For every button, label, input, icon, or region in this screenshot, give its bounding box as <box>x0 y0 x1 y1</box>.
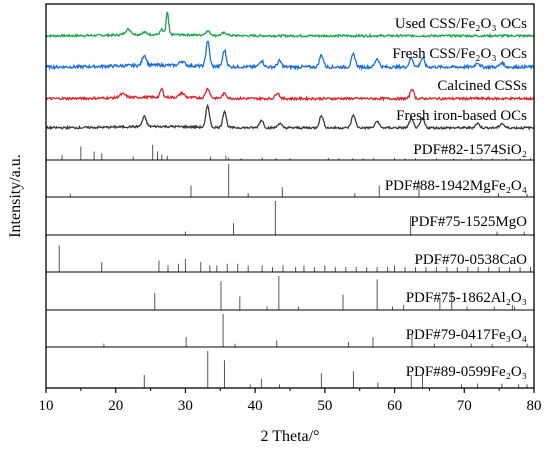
reference-label-5: PDF#75-1862Al₂O₃ <box>406 290 527 306</box>
x-tick-label-6: 60 <box>387 398 402 414</box>
plot-frame <box>45 3 535 389</box>
reference-label-2: PDF#88-1942MgFe₂O₄ <box>385 178 527 194</box>
x-tick-label-4: 40 <box>248 398 263 414</box>
y-axis-label: Intensity/a.u. <box>7 154 24 238</box>
reference-label-1: PDF#82-1574SiO₂ <box>413 142 527 158</box>
reference-label-6: PDF#79-0417Fe₃O₄ <box>406 327 527 343</box>
x-tick-label-3: 30 <box>178 398 193 414</box>
series-label-1: Used CSS/Fe₂O₃ OCs <box>395 16 527 32</box>
x-axis: 10 20 30 40 50 60 70 80 <box>39 388 542 414</box>
x-tick-label-1: 10 <box>39 398 54 414</box>
series-line-4 <box>45 103 535 131</box>
xrd-pattern-series: Used CSS/Fe₂O₃ OCs Fresh CSS/Fe₂O₃ OCs Cal… <box>45 11 535 131</box>
reference-label-4: PDF#70-0538CaO <box>414 252 527 268</box>
x-tick-label-2: 20 <box>108 398 123 414</box>
series-line-2 <box>45 40 535 71</box>
x-axis-label: 2 Theta/° <box>261 428 320 445</box>
reference-label-3: PDF#75-1525MgO <box>410 214 527 230</box>
series-label-3: Calcined CSSs <box>437 78 527 94</box>
series-line-1 <box>45 11 535 39</box>
x-tick-label-8: 80 <box>527 398 542 414</box>
x-tick-label-5: 50 <box>317 398 332 414</box>
reference-label-7: PDF#89-0599Fe₂O₃ <box>406 364 527 380</box>
reference-panels: PDF#82-1574SiO₂ PDF#88-1942MgFe₂O₄ PDF#75-… <box>46 142 534 388</box>
series-line-3 <box>45 87 535 102</box>
series-label-4: Fresh iron-based OCs <box>396 108 527 124</box>
series-label-2: Fresh CSS/Fe₂O₃ OCs <box>392 46 527 62</box>
x-tick-label-7: 70 <box>457 398 472 414</box>
